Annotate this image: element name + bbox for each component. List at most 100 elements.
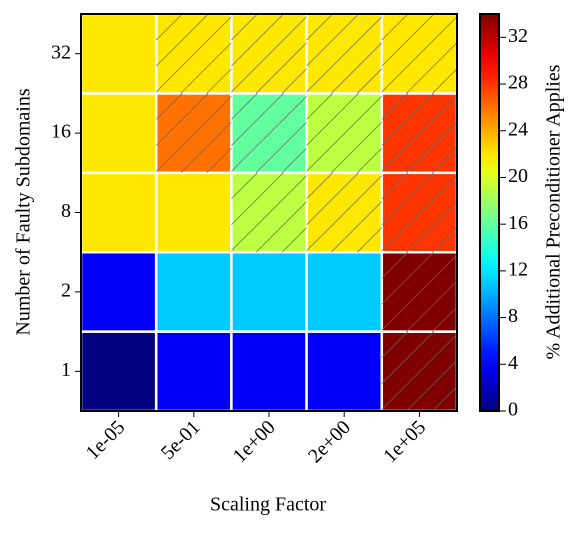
hatch-line — [406, 360, 457, 411]
hatch-line — [231, 172, 284, 226]
hatch-line — [231, 93, 258, 120]
hatch-line — [381, 251, 435, 305]
hatch-line — [231, 95, 307, 172]
hatch-line — [155, 14, 209, 67]
hatch-line — [381, 251, 409, 279]
y-axis-label: Number of Faulty Subdomains — [13, 88, 35, 335]
hatch-line — [155, 16, 232, 93]
y-tick-label: 2 — [61, 279, 71, 301]
hatch-line — [381, 14, 409, 41]
hatch-line — [306, 93, 333, 120]
hatch-line — [281, 147, 307, 174]
hatch-line — [406, 280, 457, 332]
colorbar-tick-label: 20 — [508, 165, 528, 187]
hatch-line — [432, 227, 457, 253]
hatch-line — [155, 93, 209, 146]
hatch-line — [306, 175, 383, 252]
hatch-line — [231, 172, 258, 200]
hatch-line — [381, 175, 457, 252]
hatch-line — [180, 42, 232, 94]
hatch-line — [330, 121, 383, 174]
hatch-line — [432, 147, 457, 174]
hatch-line — [231, 16, 307, 93]
hatch-line — [381, 93, 435, 146]
hatch-line — [356, 227, 383, 253]
hatch-line — [180, 121, 232, 174]
hatch-line — [306, 14, 359, 67]
hatch-line — [432, 306, 457, 332]
colorbar-tick-label: 16 — [508, 212, 528, 234]
hatch-line — [155, 14, 183, 41]
hatch-line — [306, 172, 333, 200]
hatch-line — [155, 93, 183, 120]
colorbar-label: % Additional Preconditioner Applies — [543, 64, 565, 359]
hatch-line — [306, 14, 333, 41]
y-tick-label: 32 — [51, 41, 71, 63]
colorbar-tick-label: 28 — [508, 72, 528, 94]
heatmap-cell — [230, 330, 308, 413]
hatch-line — [306, 172, 359, 226]
hatch-line — [432, 386, 457, 411]
colorbar-tick-label: 12 — [508, 258, 528, 280]
x-tick-label: 2e+00 — [304, 416, 355, 467]
heatmap-cell — [305, 330, 384, 413]
colorbar-tick-label: 32 — [508, 25, 528, 47]
x-tick-label: 1e+05 — [379, 416, 430, 467]
hatch-line — [281, 68, 307, 94]
hatch-line — [206, 147, 232, 174]
hatch-line — [255, 42, 307, 94]
hatch-line — [381, 95, 457, 172]
hatch-line — [406, 42, 457, 94]
x-tick-label: 1e+00 — [229, 416, 280, 467]
heatmap-cell — [79, 92, 158, 175]
y-tick-label: 1 — [61, 359, 71, 381]
colorbar-tick-label: 4 — [508, 352, 518, 374]
y-tick-label: 16 — [51, 121, 71, 143]
heatmap-cell — [79, 171, 158, 254]
colorbar-tick-label: 24 — [508, 118, 528, 140]
hatch-line — [330, 201, 383, 253]
hatch-line — [381, 331, 435, 384]
hatch-line — [255, 121, 307, 174]
hatch-line — [306, 95, 383, 172]
hatch-line — [330, 42, 383, 94]
hatch-line — [381, 331, 409, 358]
x-tick-label: 5e-01 — [157, 416, 205, 464]
x-axis-label: Scaling Factor — [210, 494, 326, 516]
heatmap-cell — [79, 250, 158, 333]
hatch-line — [255, 201, 307, 253]
colorbar-tick-label: 8 — [508, 305, 518, 327]
hatch-line — [381, 14, 435, 67]
hatch-line — [231, 93, 284, 146]
hatch-line — [381, 172, 435, 226]
heatmap-cell — [230, 250, 308, 333]
heatmap-cell — [154, 171, 233, 254]
heatmap-cell — [79, 330, 158, 413]
hatch-line — [231, 14, 284, 67]
hatch-line — [381, 172, 409, 200]
x-tick-label: 1e-05 — [82, 416, 130, 464]
hatching — [155, 14, 457, 411]
hatch-line — [381, 16, 457, 93]
heatmap-cell — [79, 12, 158, 95]
heatmap-cell — [154, 330, 233, 413]
hatch-line — [206, 68, 232, 94]
hatch-line — [306, 16, 383, 93]
hatch-line — [381, 334, 457, 410]
colorbar — [479, 13, 500, 412]
hatch-line — [406, 201, 457, 253]
hatch-line — [432, 68, 457, 94]
y-tick-label: 8 — [61, 200, 71, 222]
hatch-line — [306, 93, 359, 146]
heatmap-cell — [154, 250, 233, 333]
hatch-line — [381, 254, 457, 331]
colorbar-tick-label: 0 — [508, 399, 518, 421]
hatch-line — [356, 68, 383, 94]
hatch-line — [381, 93, 409, 120]
hatch-line — [406, 121, 457, 174]
hatch-line — [155, 95, 232, 172]
hatch-line — [231, 175, 307, 252]
hatch-line — [281, 227, 307, 253]
hatch-line — [356, 147, 383, 174]
